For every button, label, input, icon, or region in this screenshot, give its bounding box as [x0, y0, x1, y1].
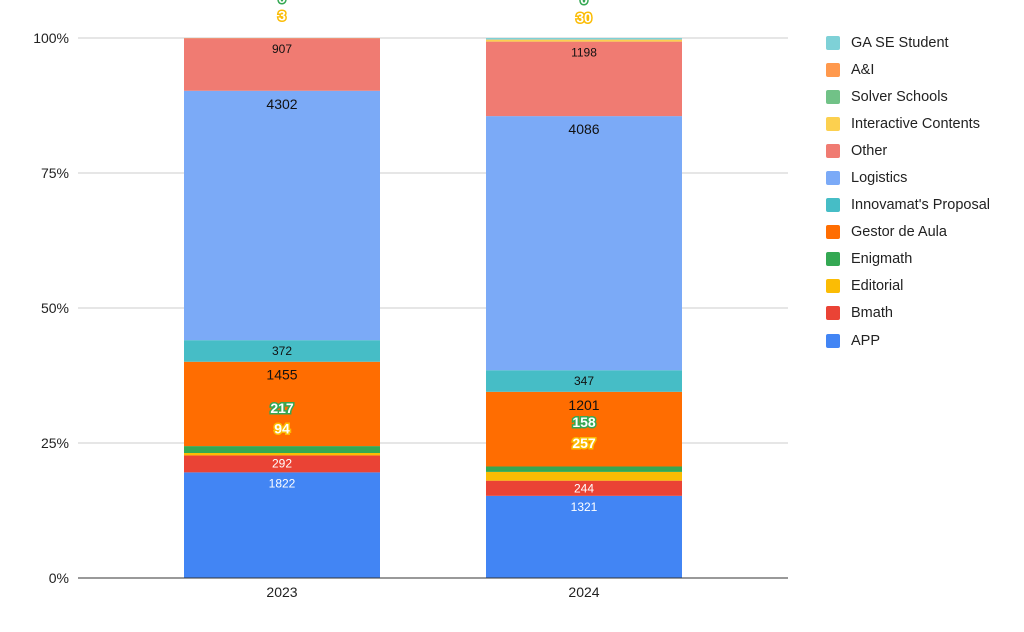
legend-item: GA SE Student [826, 29, 990, 56]
legend-label: Other [851, 142, 888, 159]
bar-segment-ga-se-student-2024 [486, 38, 682, 40]
y-tick-label: 100% [33, 30, 69, 46]
legend-swatch [826, 116, 840, 131]
bar-segment-innovamat-s-proposal-2023 [184, 340, 380, 362]
legend-item: Interactive Contents [826, 110, 990, 137]
data-label: 1455 [266, 367, 297, 383]
data-label: 347 [574, 374, 594, 388]
bar-segment-editorial-2024 [486, 471, 682, 481]
x-axis-ticks: 2023 2024 [266, 584, 599, 600]
legend-label: Innovamat's Proposal [851, 197, 990, 214]
floating-data-label: 158 [572, 414, 596, 430]
floating-data-label: 94 [274, 420, 290, 436]
x-tick-label: 2024 [568, 584, 599, 600]
legend: GA SE Student A&I Solver Schools Interactiv… [826, 29, 990, 354]
data-label: 1201 [568, 397, 599, 413]
legend-label: Interactive Contents [851, 115, 980, 132]
floating-data-label: 257 [572, 435, 596, 451]
bar-segment-other-2024 [486, 41, 682, 117]
legend-item: A&I [826, 56, 990, 83]
legend-item: Logistics [826, 164, 990, 191]
legend-label: A&I [851, 61, 875, 78]
legend-swatch [826, 252, 840, 267]
floating-data-label: 0 [580, 0, 588, 7]
legend-item: Enigmath [826, 246, 990, 273]
data-label: 292 [272, 456, 292, 470]
data-label: 4086 [568, 121, 599, 137]
legend-item: Other [826, 137, 990, 164]
x-tick-label: 2023 [266, 584, 297, 600]
bar-segment-bmath-2023 [184, 455, 380, 473]
bar-segment-innovamat-s-proposal-2024 [486, 370, 682, 392]
floating-data-label: 217 [270, 400, 294, 416]
legend-item: Innovamat's Proposal [826, 192, 990, 219]
bar-segment-other-2023 [184, 38, 380, 91]
legend-swatch [826, 171, 840, 186]
y-axis-ticks: 0% 25% 50% 75% 100% [33, 30, 69, 586]
legend-label: Solver Schools [851, 88, 948, 105]
legend-label: GA SE Student [851, 34, 949, 51]
legend-item: Gestor de Aula [826, 219, 990, 246]
legend-swatch [826, 62, 840, 77]
floating-labels: 217 94 158 257 3 30 0 0 [269, 0, 598, 453]
bar-segment-logistics-2023 [184, 90, 380, 341]
bar-segment-logistics-2024 [486, 116, 682, 371]
legend-item: Solver Schools [826, 83, 990, 110]
y-tick-label: 75% [41, 165, 69, 181]
bar-segment-gestor-de-aula-2023 [184, 361, 380, 447]
data-label: 907 [272, 42, 292, 56]
bar-segment-gestor-de-aula-2024 [486, 391, 682, 467]
data-label: 244 [574, 482, 594, 496]
data-label: 372 [272, 344, 292, 358]
y-tick-label: 50% [41, 300, 69, 316]
data-label: 1198 [571, 46, 597, 60]
data-label: 1822 [269, 476, 296, 490]
floating-data-label: 30 [576, 9, 592, 25]
legend-swatch [826, 333, 840, 348]
bar-segment-bmath-2024 [486, 480, 682, 496]
legend-label: Gestor de Aula [851, 224, 947, 241]
legend-label: Enigmath [851, 251, 913, 268]
bar-segment-editorial-2023 [184, 453, 380, 456]
legend-item: Bmath [826, 300, 990, 327]
bars: 1822 292 1455 372 4302 907 1321 244 1201 347 4086 1… [184, 38, 682, 578]
data-label: 1321 [571, 500, 598, 514]
bar-segment-enigmath-2024 [486, 466, 682, 472]
legend-swatch [826, 143, 840, 158]
legend-label: APP [851, 332, 881, 349]
legend-label: Logistics [851, 170, 908, 187]
bar-segment-app-2024 [486, 495, 682, 578]
y-tick-label: 25% [41, 435, 69, 451]
legend-item: Editorial [826, 273, 990, 300]
bar-segment-enigmath-2023 [184, 446, 380, 454]
legend-swatch [826, 35, 840, 50]
legend-swatch [826, 279, 840, 294]
floating-data-label: 0 [278, 0, 286, 6]
legend-swatch [826, 306, 840, 321]
legend-item: APP [826, 327, 990, 354]
floating-data-label: 3 [278, 7, 286, 23]
legend-swatch [826, 89, 840, 104]
legend-swatch [826, 225, 840, 240]
bar-segment-app-2023 [184, 472, 380, 578]
y-tick-label: 0% [49, 570, 69, 586]
bar-segment-interactive-contents-2024 [486, 39, 682, 42]
legend-label: Editorial [851, 278, 904, 295]
legend-label: Bmath [851, 305, 893, 322]
data-label: 4302 [266, 96, 297, 112]
legend-swatch [826, 198, 840, 213]
